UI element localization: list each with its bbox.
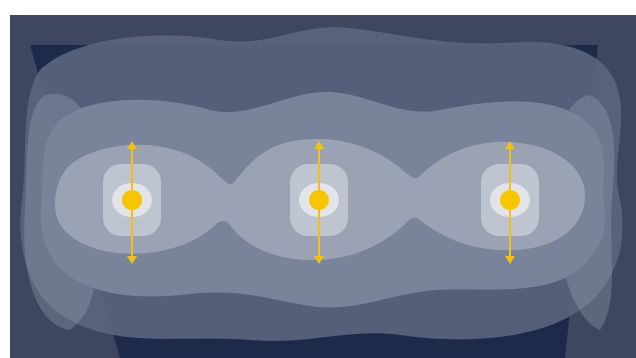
particle-left [122,190,142,210]
particles [122,190,520,210]
particle-right [500,190,520,210]
particle-center [309,190,329,210]
